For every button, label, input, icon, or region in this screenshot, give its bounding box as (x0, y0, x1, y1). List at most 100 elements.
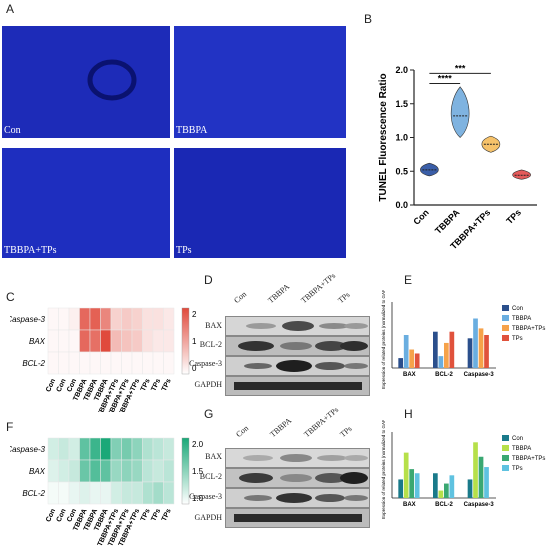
blot-band-row (225, 448, 370, 468)
y-axis-label: TUNEL Fluorescence Ratio (378, 73, 389, 201)
heatmap-cell (79, 481, 91, 505)
heatmap-cell (110, 481, 122, 505)
blot-band-row (225, 468, 370, 488)
fluorescence-texture (174, 26, 346, 138)
heatmap-cell (142, 329, 154, 353)
x-tick-label: Caspase-3 (464, 502, 495, 508)
violin (450, 86, 470, 138)
fluorescence-texture (2, 148, 170, 258)
heatmap-cell (131, 307, 143, 331)
heatmap-cell (163, 481, 175, 505)
bar (433, 473, 438, 498)
blot-row-label: GAPDH (194, 380, 222, 389)
x-tick-label: TBBPA (433, 207, 462, 236)
blot-band-row (225, 508, 370, 528)
y-tick-label: 1.5 (395, 99, 408, 109)
heatmap-cell (89, 459, 101, 483)
bar (438, 490, 444, 498)
legend-label: TBBPA+TPs (512, 456, 545, 462)
heatmap-cell (68, 481, 80, 505)
heatmap-cell (131, 329, 143, 353)
heatmap-cell (142, 459, 154, 483)
legend-swatch (502, 335, 509, 341)
panel-label-c: C (6, 290, 15, 304)
heatmap-cell (58, 459, 70, 483)
heatmap-cell (131, 351, 143, 375)
y-tick-label: 0.5 (395, 166, 408, 176)
heatmap-cell (47, 481, 59, 505)
heatmap-cell (100, 329, 112, 353)
blot-row-label: BCL-2 (199, 472, 222, 481)
fluorescence-texture (2, 26, 170, 138)
panel-label-e: E (404, 273, 413, 287)
blot-row-label: Caspase-3 (189, 492, 222, 501)
heatmap-col-label: TPs (150, 508, 162, 523)
legend-swatch (502, 435, 509, 441)
sig-label: *** (455, 63, 466, 73)
heatmap-col-label: TPs (140, 378, 152, 393)
heatmap-col-label: TPs (140, 508, 152, 523)
heatmap-cell (121, 481, 133, 505)
heatmap-cell (100, 481, 112, 505)
heatmap-cell (79, 307, 91, 331)
heatmap-cell (100, 351, 112, 375)
x-tick-label: BCL-2 (435, 372, 453, 378)
bar (409, 469, 415, 498)
fluorescence-label: TBBPA (176, 125, 208, 136)
heatmap-cell (110, 307, 122, 331)
bar (467, 479, 473, 498)
heatmap-cell (89, 351, 101, 375)
blot-col-label: TPs (338, 424, 354, 439)
heatmap-cell (79, 329, 91, 353)
heatmap-cell (58, 307, 70, 331)
bar (467, 338, 473, 368)
x-tick-label: BCL-2 (435, 502, 453, 508)
fluorescence-image-tps: TPs (174, 148, 346, 258)
heatmap-cell (100, 307, 112, 331)
heatmap-row-label: BCL-2 (22, 489, 45, 498)
heatmap-cell (121, 459, 133, 483)
y-tick-label: 2.0 (395, 65, 408, 75)
heatmap-cell (47, 307, 59, 331)
heatmap-cell (142, 351, 154, 375)
blot-col-label: TBBPA+TPs (299, 271, 338, 305)
blot-col-label: Con (232, 289, 249, 305)
heatmap-cell (163, 437, 175, 461)
heatmap-cell (47, 329, 59, 353)
y-axis-label: Expression of related proteins (normaliz… (381, 290, 386, 389)
heatmap-cell (68, 307, 80, 331)
heatmap-cell (142, 481, 154, 505)
heatmap-cell (152, 481, 164, 505)
legend-swatch (502, 305, 509, 311)
heatmap-cell (131, 437, 143, 461)
heatmap-cell (58, 481, 70, 505)
fluorescence-image-con: Con (2, 26, 170, 138)
blot-col-label: Con (234, 423, 251, 439)
bar (484, 335, 489, 368)
heatmap-row-label: Caspase-3 (10, 445, 46, 454)
colorbar-tick-label: 2.0 (192, 440, 204, 449)
blot-col-label: TBBPA+TPs (302, 405, 341, 439)
heatmap-cell (68, 329, 80, 353)
heatmap-cell (152, 351, 164, 375)
blot-band-row (225, 488, 370, 508)
x-tick-label: Caspase-3 (464, 372, 495, 378)
blot-row-label: GAPDH (194, 513, 222, 522)
blot-band-row (225, 356, 370, 376)
heatmap-cell (79, 459, 91, 483)
fluorescence-label: TPs (176, 245, 192, 256)
heatmap-cell (47, 459, 59, 483)
legend-label: TPs (512, 336, 523, 342)
heatmap-cell (163, 329, 175, 353)
heatmap-cell (152, 437, 164, 461)
bar (444, 483, 449, 498)
fluorescence-image-tbbpa: TBBPA (174, 26, 346, 138)
heatmap-cell (121, 329, 133, 353)
bar-chart-e: Expression of related proteins (normaliz… (381, 290, 545, 389)
heatmap-cell (89, 329, 101, 353)
bar (398, 479, 404, 498)
sig-label: **** (438, 74, 453, 84)
bar (473, 442, 478, 498)
bar (403, 335, 409, 368)
violin (512, 169, 531, 180)
